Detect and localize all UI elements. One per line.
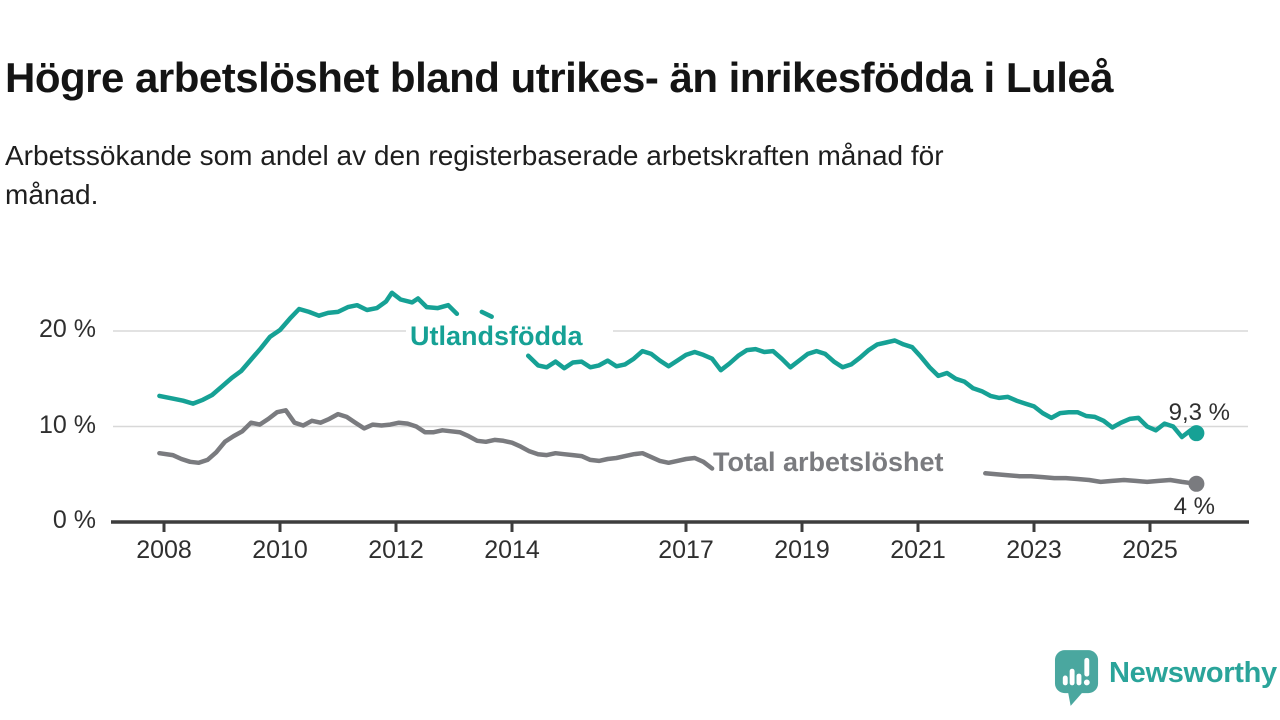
x-axis-tick-label: 2014 [484, 536, 540, 564]
chart-subtitle: Arbetssökande som andel av den registerb… [5, 136, 944, 214]
x-axis-tick-label: 2021 [890, 536, 946, 564]
end-value-label-utlandsfodda: 9,3 % [1168, 399, 1230, 426]
newsworthy-logo: Newsworthy [1054, 649, 1277, 707]
series-line-total [983, 471, 1199, 487]
series-line-total [157, 408, 715, 471]
chart-title: Högre arbetslöshet bland utrikes- än inr… [5, 54, 1114, 102]
x-axis-tick-label: 2017 [658, 536, 714, 564]
end-value-label-total: 4 % [1173, 493, 1215, 520]
series-line-utlandsfodda [157, 290, 460, 406]
x-axis-tick-label: 2010 [252, 536, 308, 564]
y-axis-tick-label: 20 % [39, 315, 96, 343]
subtitle-line-2: månad. [5, 179, 99, 210]
x-axis-tick-label: 2025 [1122, 536, 1178, 564]
series-end-dot-utlandsfodda [1188, 425, 1205, 442]
x-axis-tick-label: 2019 [774, 536, 830, 564]
x-axis-tick-label: 2008 [136, 536, 192, 564]
x-axis-tick-label: 2012 [368, 536, 424, 564]
logo-exclamation-bar [1084, 657, 1090, 677]
logo-bar-1 [1062, 675, 1068, 686]
series-line-utlandsfodda [479, 309, 494, 319]
series-line-utlandsfodda [525, 338, 1199, 440]
logo-bubble [1054, 650, 1099, 694]
logo-bar-3 [1076, 673, 1082, 686]
series-label-total-arbetsloshet: Total arbetslöshet [713, 447, 944, 477]
newsworthy-wordmark: Newsworthy [1109, 656, 1277, 689]
y-axis-tick-label: 0 % [52, 506, 96, 534]
x-axis-tick-label: 2023 [1006, 536, 1062, 564]
logo-exclamation-dot [1083, 679, 1090, 686]
logo-bubble-tail [1067, 690, 1085, 706]
y-axis-tick-label: 10 % [39, 410, 96, 439]
subtitle-line-1: Arbetssökande som andel av den registerb… [5, 140, 944, 171]
newsworthy-logo-icon [1054, 650, 1099, 706]
series-end-dot-total [1188, 475, 1205, 492]
logo-bar-2 [1069, 668, 1075, 686]
series-label-utlandsfodda: Utlandsfödda [410, 321, 583, 351]
